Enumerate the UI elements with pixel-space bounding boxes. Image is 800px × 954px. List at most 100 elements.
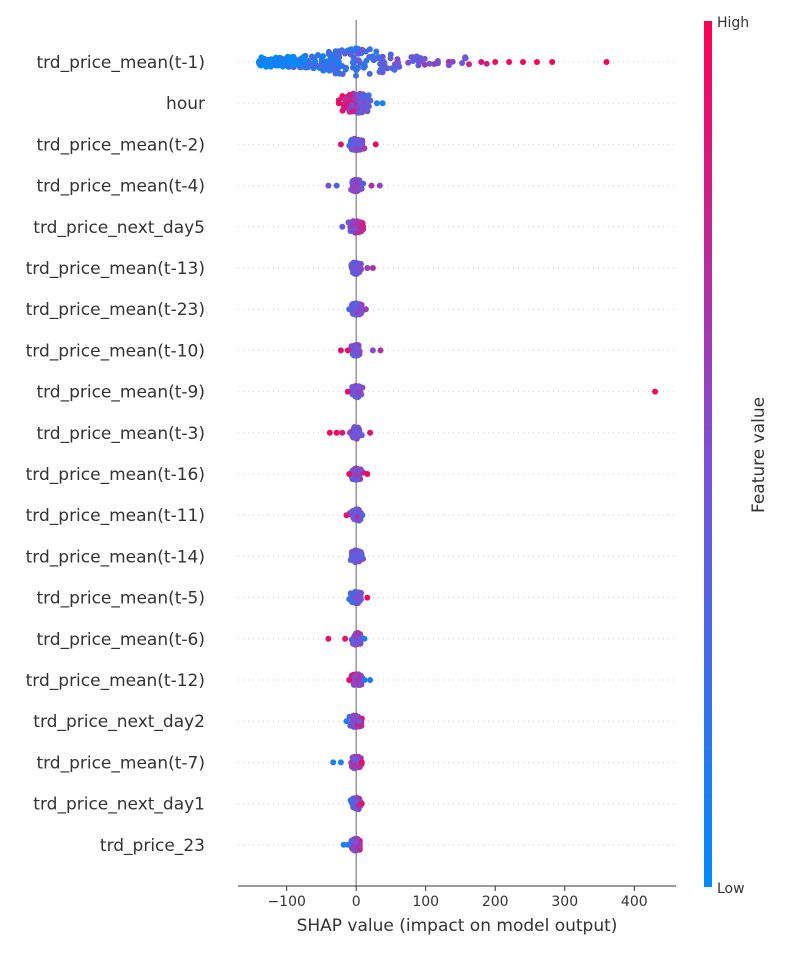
feature-label: trd_price_mean(t-7) xyxy=(36,753,205,773)
shap-point xyxy=(352,594,359,601)
shap-point xyxy=(348,837,355,844)
shap-point xyxy=(348,102,355,109)
shap-point xyxy=(276,54,283,61)
shap-point xyxy=(421,55,428,62)
x-tick-label: 400 xyxy=(621,894,648,910)
shap-outlier-point xyxy=(337,759,344,766)
shap-point xyxy=(354,756,361,763)
shap-point xyxy=(353,72,359,79)
shap-point xyxy=(351,269,358,276)
shap-point xyxy=(358,589,364,596)
shap-point xyxy=(379,65,386,71)
shap-outlier-point xyxy=(361,635,368,642)
shap-outlier-point xyxy=(506,59,513,65)
shap-point xyxy=(335,48,342,55)
shap-point xyxy=(351,715,358,722)
feature-label: trd_price_mean(t-23) xyxy=(26,300,205,320)
shap-point xyxy=(300,57,307,64)
shap-outlier-point xyxy=(358,553,365,560)
shap-outlier-point xyxy=(364,265,371,271)
shap-outlier-point xyxy=(343,718,350,725)
shap-dots xyxy=(255,45,659,854)
shap-point xyxy=(342,100,349,107)
shap-outlier-point xyxy=(339,223,346,230)
shap-point xyxy=(350,60,357,67)
shap-point xyxy=(349,187,356,194)
shap-outlier-point xyxy=(346,306,353,313)
shap-outlier-point xyxy=(377,347,384,354)
shap-point xyxy=(459,60,466,66)
shap-point xyxy=(359,103,366,110)
shap-point xyxy=(462,55,469,62)
shap-outlier-point xyxy=(325,182,332,189)
shap-point xyxy=(309,62,316,69)
shap-point xyxy=(466,61,472,68)
shap-point xyxy=(285,63,292,70)
shap-point xyxy=(288,55,295,62)
shap-point xyxy=(355,221,362,228)
shap-point xyxy=(355,630,362,637)
shap-point xyxy=(352,179,359,186)
shap-point xyxy=(326,67,333,74)
shap-point xyxy=(347,51,354,58)
shap-point xyxy=(325,48,332,55)
shap-point xyxy=(356,764,363,770)
shap-point xyxy=(358,310,365,317)
x-axis: −100 0 100 200 300 400 xyxy=(238,885,676,910)
feature-label: trd_price_mean(t-11) xyxy=(26,506,205,526)
shap-point xyxy=(356,109,363,116)
shap-outlier-point xyxy=(603,59,610,65)
shap-point xyxy=(346,91,353,98)
shap-outlier-point xyxy=(372,141,379,148)
shap-point xyxy=(352,140,359,147)
shap-outlier-point xyxy=(337,347,344,354)
shap-outlier-point xyxy=(344,841,351,848)
shap-point xyxy=(370,57,377,64)
shap-point xyxy=(354,427,360,433)
shap-outlier-point xyxy=(343,512,350,519)
feature-label: trd_price_mean(t-13) xyxy=(26,259,205,279)
shap-outlier-point xyxy=(369,347,376,354)
shap-outlier-point xyxy=(652,388,659,395)
colorbar-gradient xyxy=(704,21,712,887)
x-tick-label: 100 xyxy=(412,894,439,910)
shap-point xyxy=(348,343,355,350)
shap-point xyxy=(353,393,360,400)
feature-label: trd_price_23 xyxy=(100,836,205,856)
shap-point xyxy=(366,70,373,77)
shap-point xyxy=(351,762,358,769)
shap-outlier-point xyxy=(374,100,380,107)
shap-point xyxy=(356,383,363,390)
shap-outlier-point xyxy=(262,59,269,65)
shap-point xyxy=(350,108,357,115)
shap-point xyxy=(396,63,403,70)
shap-outlier-point xyxy=(376,182,383,189)
shap-point xyxy=(426,60,433,67)
shap-point xyxy=(359,46,366,53)
shap-outlier-point xyxy=(534,59,540,65)
shap-outlier-point xyxy=(549,59,556,65)
feature-label: trd_price_mean(t-2) xyxy=(36,135,205,155)
shap-point xyxy=(483,60,490,67)
colorbar-title: Feature value xyxy=(749,397,769,513)
shap-outlier-point xyxy=(344,388,351,395)
feature-label: hour xyxy=(166,94,205,114)
shap-point xyxy=(315,52,321,58)
shap-point xyxy=(351,507,358,514)
x-tick-label: 0 xyxy=(352,894,361,910)
shap-point xyxy=(405,59,412,66)
shap-point xyxy=(410,58,416,64)
feature-label: trd_price_mean(t-1) xyxy=(36,53,205,73)
shap-point xyxy=(353,146,360,153)
x-tick-label: −100 xyxy=(267,894,305,910)
x-axis-title: SHAP value (impact on model output) xyxy=(297,916,618,936)
shap-point xyxy=(353,67,360,74)
shap-outlier-point xyxy=(359,512,366,519)
feature-label: trd_price_mean(t-9) xyxy=(36,383,205,403)
shap-point xyxy=(391,66,398,73)
shap-outlier-point xyxy=(369,265,376,271)
shap-outlier-point xyxy=(346,677,353,683)
shap-outlier-point xyxy=(520,59,526,65)
shap-point xyxy=(350,218,357,225)
